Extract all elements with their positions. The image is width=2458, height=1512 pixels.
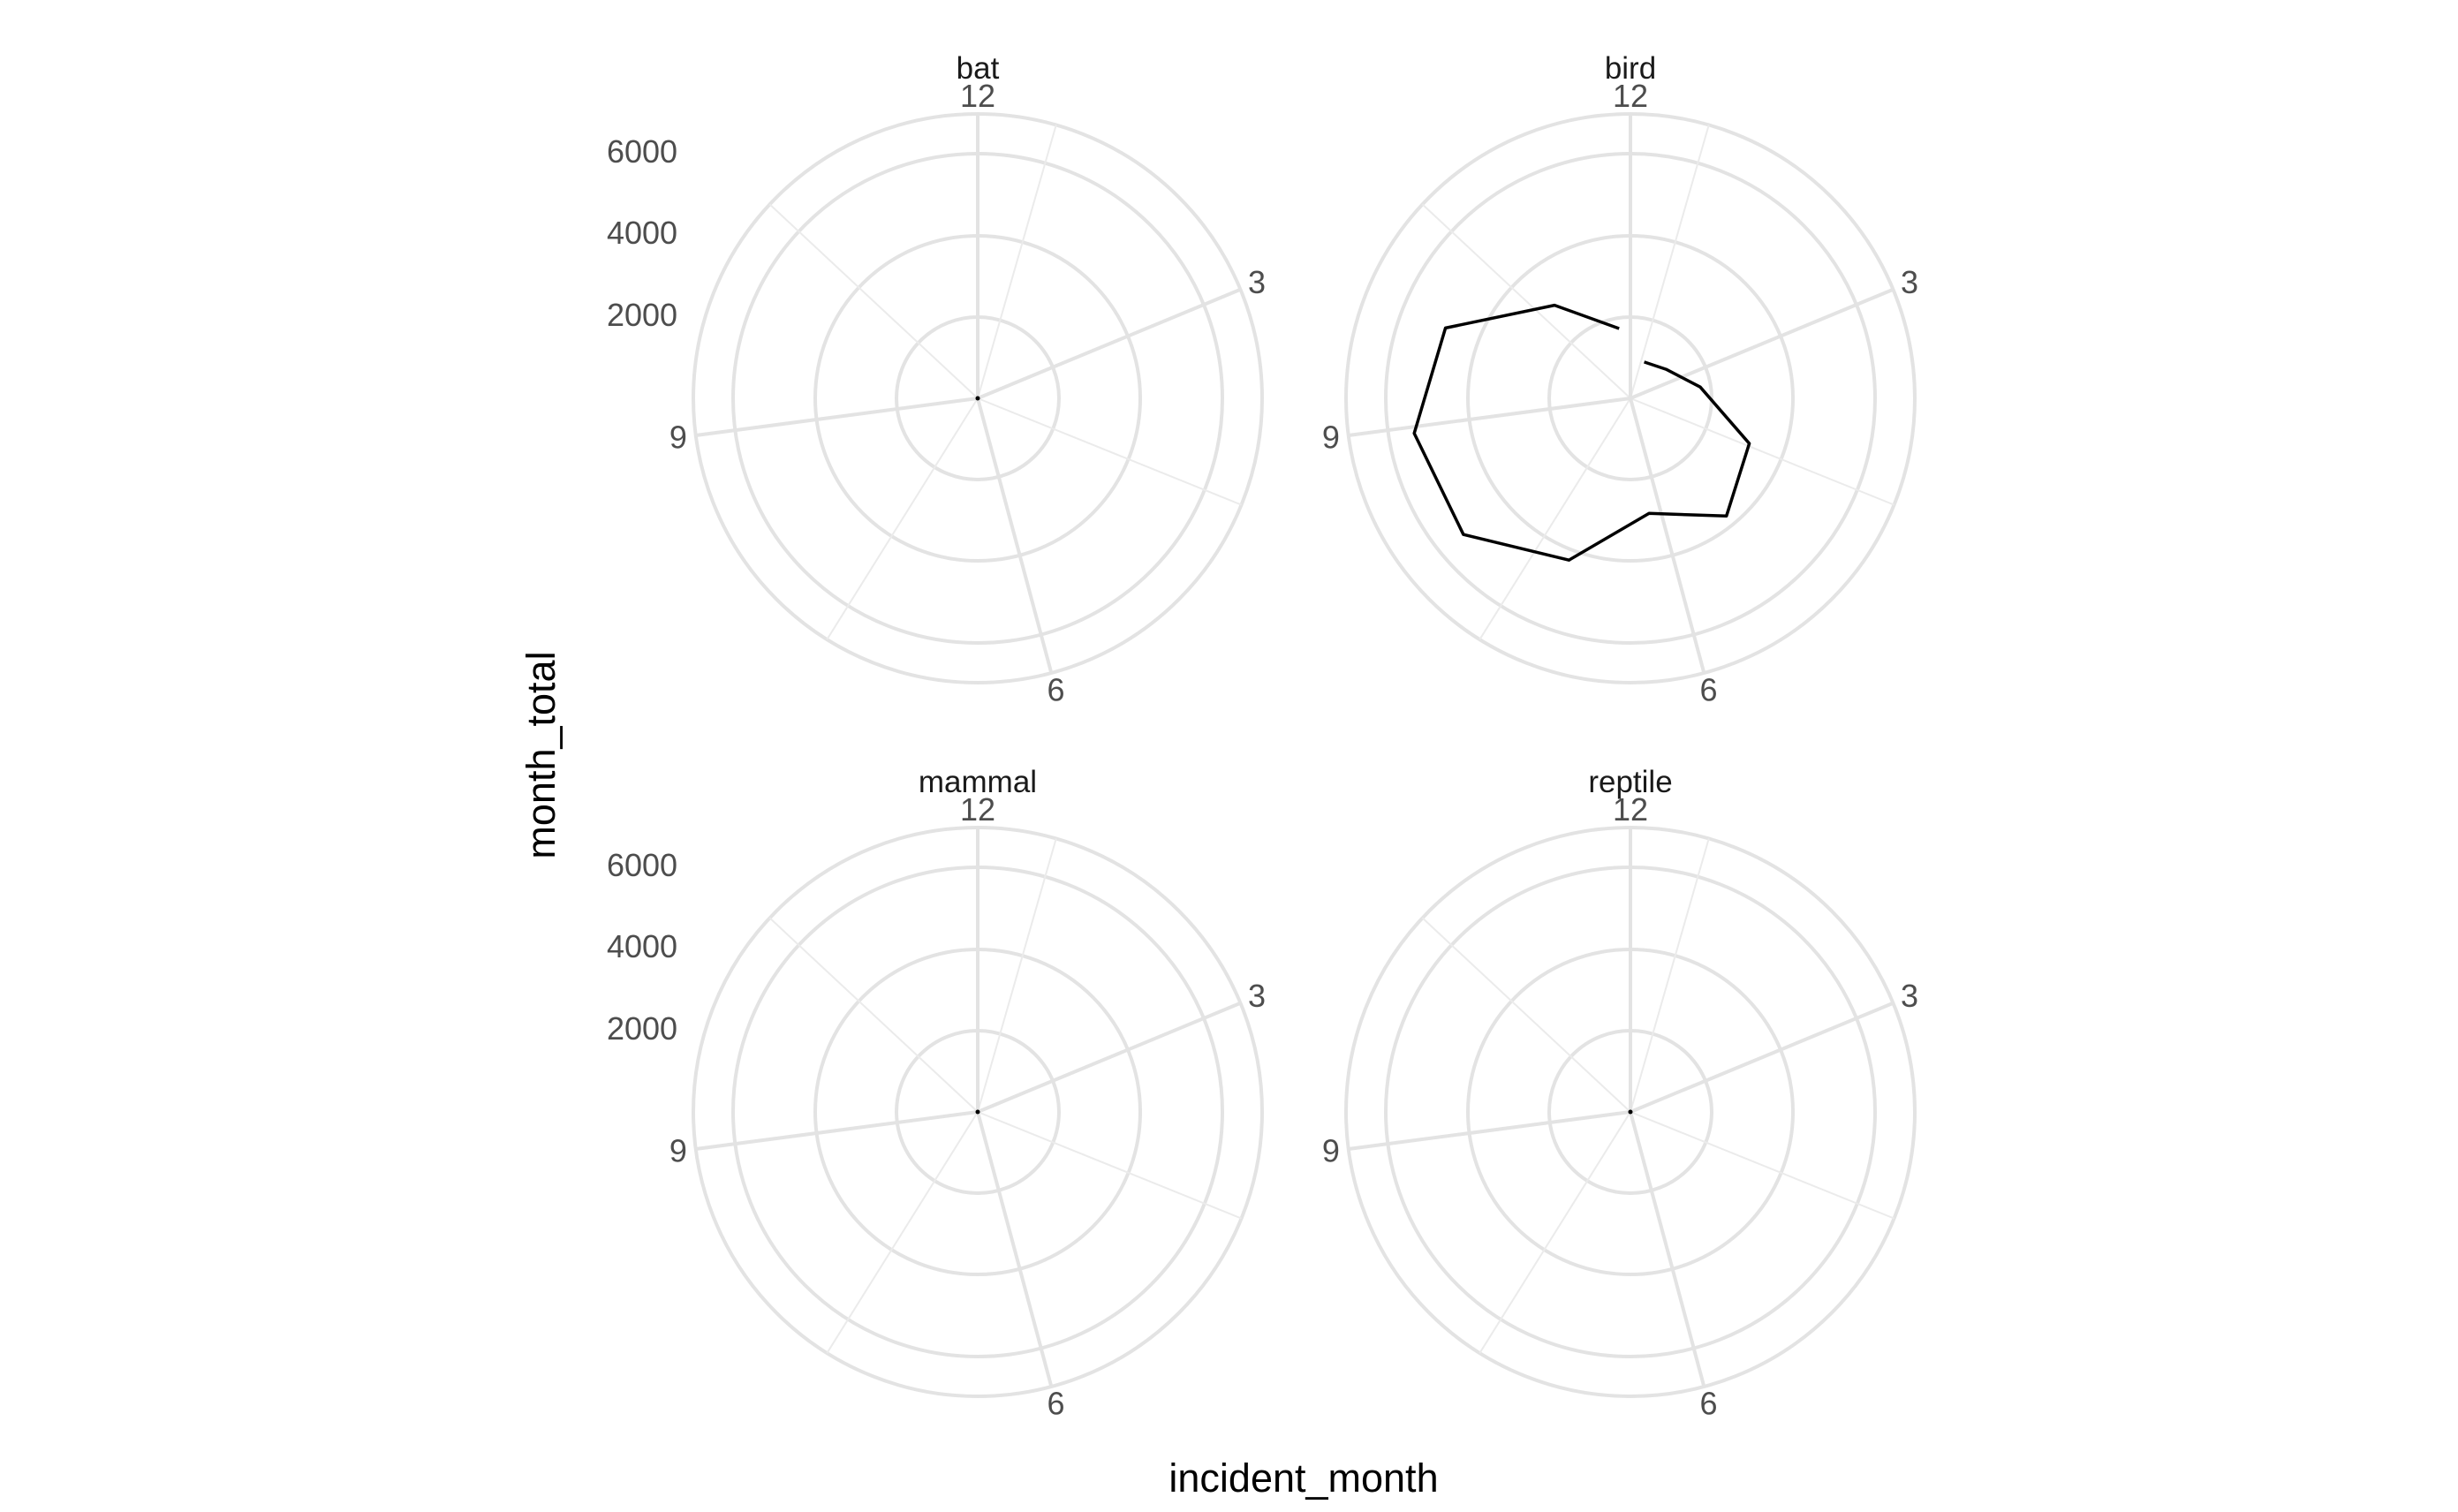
minor-spoke [1479, 1111, 1631, 1354]
major-spoke [695, 1110, 979, 1152]
series-point-mammal [975, 1109, 980, 1115]
y-axis-title: month_total [518, 651, 563, 858]
y-tick-label: 4000 [607, 928, 677, 964]
major-spoke [976, 397, 1054, 674]
minor-spoke [1630, 1111, 1895, 1220]
x-tick-label: 6 [1700, 671, 1718, 707]
x-tick-label: 3 [1901, 978, 1918, 1014]
x-tick-label: 9 [1322, 420, 1340, 456]
minor-spoke [977, 397, 1242, 506]
x-tick-label: 6 [1047, 1385, 1065, 1421]
facet-strip-reptile: reptile [1588, 765, 1672, 799]
major-spoke [976, 1111, 1054, 1387]
major-spoke [1629, 1111, 1706, 1387]
facet-panels: bat12369200040006000bird12369mammal12369… [607, 51, 1918, 1421]
x-tick-label: 9 [1322, 1133, 1340, 1169]
x-tick-label: 9 [669, 420, 687, 456]
y-tick-label: 2000 [607, 297, 677, 333]
x-tick-label: 12 [960, 791, 995, 828]
major-spoke [1348, 1110, 1631, 1152]
minor-spoke [826, 397, 979, 640]
series-point-bat [975, 396, 980, 401]
x-tick-label: 6 [1700, 1385, 1718, 1421]
minor-spoke [977, 838, 1057, 1113]
x-tick-label: 9 [669, 1133, 687, 1169]
x-tick-label: 12 [960, 78, 995, 114]
series-point-reptile [1628, 1109, 1633, 1115]
x-tick-label: 3 [1248, 264, 1266, 300]
minor-spoke [1630, 125, 1710, 399]
major-spoke [1630, 287, 1895, 400]
minor-spoke [977, 1111, 1242, 1220]
x-tick-label: 12 [1613, 78, 1648, 114]
major-spoke [977, 1001, 1242, 1114]
minor-spoke [826, 1111, 979, 1354]
x-tick-label: 3 [1248, 978, 1266, 1014]
x-tick-label: 6 [1047, 671, 1065, 707]
y-tick-label: 6000 [607, 133, 677, 170]
minor-spoke [1479, 397, 1631, 640]
series-line-bird [1412, 303, 1751, 562]
major-spoke [1630, 1001, 1895, 1114]
y-tick-label: 4000 [607, 215, 677, 251]
y-tick-label: 2000 [607, 1010, 677, 1047]
facet-strip-bird: bird [1605, 51, 1656, 86]
major-spoke [977, 287, 1242, 400]
minor-spoke [1421, 203, 1631, 399]
y-tick-label: 6000 [607, 847, 677, 883]
minor-spoke [768, 203, 979, 399]
minor-spoke [1630, 397, 1895, 506]
minor-spoke [768, 917, 979, 1113]
facet-strip-mammal: mammal [919, 765, 1037, 799]
minor-spoke [1421, 917, 1631, 1113]
x-tick-label: 12 [1613, 791, 1648, 828]
x-axis-title: incident_month [1168, 1455, 1438, 1501]
major-spoke [1348, 397, 1631, 438]
minor-spoke [1630, 838, 1710, 1113]
x-tick-label: 3 [1901, 264, 1918, 300]
facet-strip-bat: bat [957, 51, 1000, 86]
major-spoke [1629, 397, 1706, 674]
major-spoke [695, 397, 979, 438]
minor-spoke [977, 125, 1057, 399]
